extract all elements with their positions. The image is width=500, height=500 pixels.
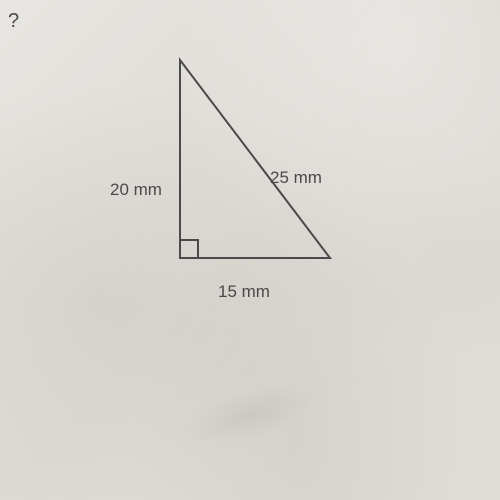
right-angle-marker bbox=[180, 240, 198, 258]
question-mark: ? bbox=[8, 10, 19, 33]
side-label-bottom: 15 mm bbox=[218, 282, 270, 302]
triangle-diagram: 20 mm 25 mm 15 mm bbox=[140, 50, 370, 300]
triangle-shape bbox=[180, 60, 330, 258]
side-label-left: 20 mm bbox=[110, 180, 162, 200]
triangle-svg bbox=[140, 50, 370, 300]
side-label-hypotenuse: 25 mm bbox=[270, 168, 322, 188]
